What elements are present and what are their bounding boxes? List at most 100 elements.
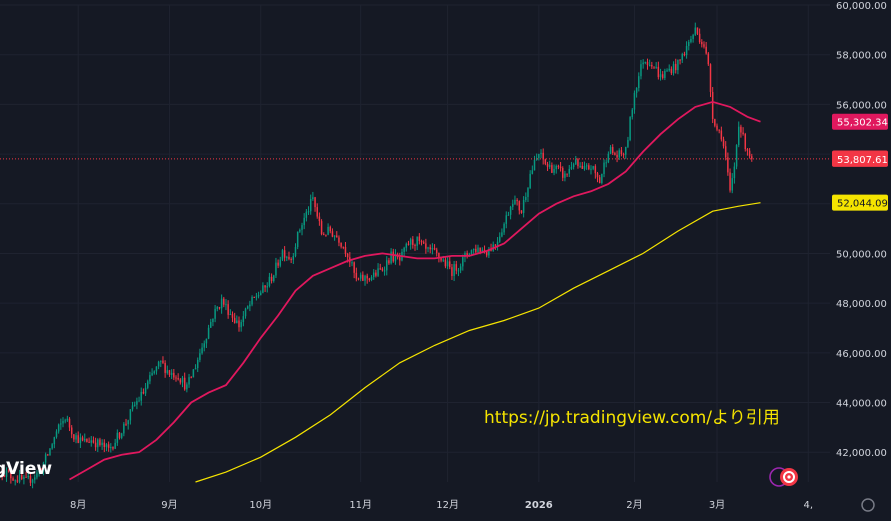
candle-body <box>407 243 410 245</box>
candle-body <box>620 150 623 155</box>
candle-body <box>512 203 514 207</box>
candle-body <box>92 440 95 443</box>
candle-body <box>229 314 232 316</box>
candle-body <box>218 307 221 309</box>
candle-body <box>670 68 673 74</box>
candle-body <box>368 278 371 281</box>
candle-body <box>529 173 531 188</box>
candle-body <box>531 170 534 174</box>
candle-body <box>320 221 323 235</box>
candle-body <box>485 251 488 256</box>
scale-settings-icon[interactable] <box>861 498 875 512</box>
candle-body <box>329 226 332 232</box>
candle-body <box>429 247 431 250</box>
candle-body <box>572 164 575 167</box>
candle-body <box>296 231 299 247</box>
candle-body <box>611 147 614 154</box>
candle-body <box>701 41 703 45</box>
candle-body <box>483 249 486 252</box>
candle-body <box>444 259 447 267</box>
candle-body <box>635 87 638 93</box>
candle-body <box>277 262 279 266</box>
candle-body <box>327 226 329 235</box>
candle-body <box>90 440 93 443</box>
candle-body <box>379 268 381 270</box>
candle-body <box>290 259 292 261</box>
candle-body <box>288 256 290 260</box>
candle-body <box>575 159 577 165</box>
candle-body <box>716 125 718 130</box>
candle-body <box>509 206 512 215</box>
candle-body <box>449 261 451 268</box>
candle-body <box>140 391 142 401</box>
candle-body <box>718 129 720 131</box>
candle-body <box>629 117 631 141</box>
candle-body <box>579 165 581 167</box>
candle-body <box>388 260 390 264</box>
candle-body <box>535 158 538 160</box>
candle-body <box>505 215 508 224</box>
candle-body <box>73 434 75 440</box>
candle-body <box>264 285 266 288</box>
candle-body <box>462 257 464 267</box>
candle-body <box>249 304 251 307</box>
candle-body <box>399 257 401 261</box>
candle-body <box>355 272 358 279</box>
candle-body <box>638 76 640 88</box>
candle-body <box>194 367 197 370</box>
candle-body <box>49 448 51 456</box>
candle-body <box>455 264 458 271</box>
candle-body <box>103 442 106 447</box>
replay-icon[interactable] <box>769 467 798 487</box>
candle-body <box>390 251 392 264</box>
candle-body <box>27 475 29 478</box>
candle-body <box>703 44 705 47</box>
candle-body <box>94 442 97 448</box>
candle-body <box>692 34 694 39</box>
candle-body <box>146 381 149 388</box>
candle-body <box>183 377 186 390</box>
candle-body <box>655 66 657 68</box>
candle-body <box>227 304 229 315</box>
candle-body <box>244 308 247 317</box>
x-axis[interactable]: 8月 9月 10月 11月 12月 2026 2月 3月 4, <box>70 499 813 511</box>
candle-body <box>190 377 192 379</box>
candle-body <box>166 370 169 373</box>
candle-body <box>459 266 462 271</box>
candle-body <box>112 447 114 449</box>
candle-body <box>672 63 675 74</box>
candle-body <box>125 423 127 425</box>
candle-body <box>240 322 242 328</box>
candle-body <box>51 444 53 449</box>
candle-body <box>412 239 414 246</box>
candle-body <box>548 165 551 167</box>
candle-body <box>683 54 686 56</box>
candle-body <box>223 298 225 305</box>
candle-body <box>557 165 560 167</box>
x-tick-label: 4, <box>803 500 813 511</box>
candle-body <box>253 296 255 298</box>
candle-body <box>338 237 340 243</box>
candle-body <box>501 232 503 237</box>
x-tick-label: 12月 <box>436 499 459 511</box>
candle-body <box>709 64 712 92</box>
candle-body <box>259 292 262 296</box>
candle-body <box>498 236 501 242</box>
candle-body <box>714 119 716 126</box>
candle-body <box>336 235 338 238</box>
x-tick-label: 8月 <box>70 499 86 511</box>
candle-body <box>138 400 140 402</box>
candle-body <box>737 126 740 146</box>
candle-body <box>625 146 627 155</box>
candle-body <box>216 307 219 309</box>
candle-body <box>431 248 434 250</box>
candle-body <box>540 152 542 154</box>
candle-body <box>362 274 364 281</box>
candle-body <box>694 27 697 35</box>
candle-body <box>372 272 375 277</box>
candle-body <box>157 361 160 367</box>
candle-body <box>68 418 71 428</box>
candle-body <box>696 27 699 34</box>
